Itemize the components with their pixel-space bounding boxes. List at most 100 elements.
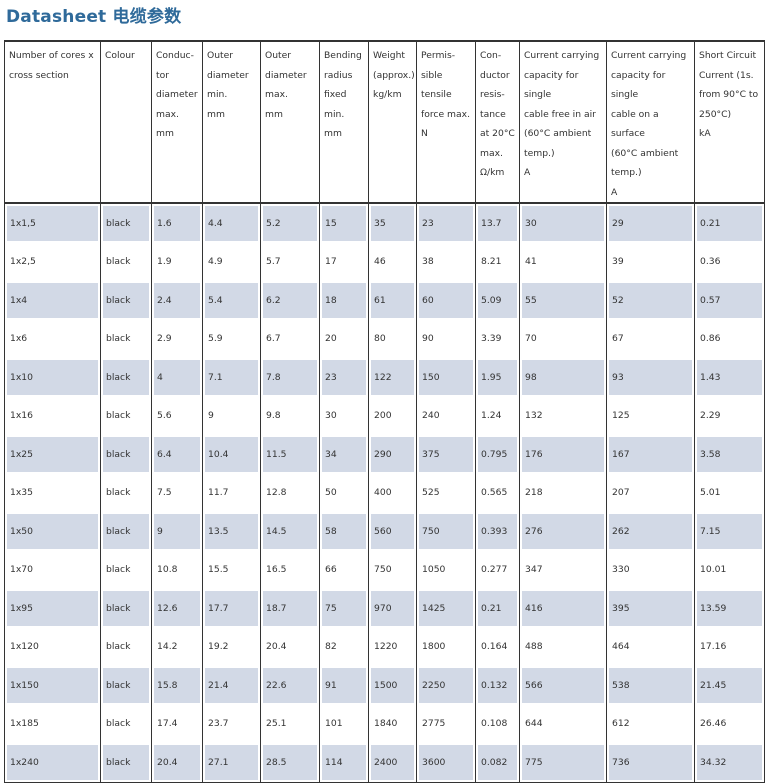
table-row: 1x2,5 black 1.9 4.9 5.7 17 46 38 8.21 41 39 0.36 <box>4 242 765 281</box>
cell-outer-diameter-min: 4.4 <box>202 203 261 243</box>
header-line: from 90°C to <box>699 89 759 100</box>
cell-colour: black <box>100 704 152 743</box>
header-line: Current carrying <box>524 50 600 61</box>
cell-conductor-diameter: 14.2 <box>151 627 203 666</box>
cell-colour: black <box>100 589 152 628</box>
cell-bending-radius: 17 <box>319 242 369 281</box>
cell-tensile-force: 750 <box>416 512 476 551</box>
cell-cores-cross-section: 1x95 <box>4 589 101 628</box>
header-line: Con- <box>480 50 502 61</box>
cell-weight: 290 <box>368 435 417 474</box>
cell-outer-diameter-max: 28.5 <box>260 743 320 783</box>
cell-weight: 61 <box>368 281 417 320</box>
cell-conductor-resistance: 1.95 <box>475 358 520 397</box>
header-line: A <box>524 167 531 178</box>
table-row: 1x4 black 2.4 5.4 6.2 18 61 60 5.09 55 52 0.57 <box>4 281 765 320</box>
cell-cores-cross-section: 1x240 <box>4 743 101 783</box>
cell-tensile-force: 60 <box>416 281 476 320</box>
header-row: Number of cores x cross section Colour Cond… <box>4 40 765 204</box>
cell-bending-radius: 82 <box>319 627 369 666</box>
header-conductor-resistance: Con-ductor resis-tance at 20°C max. Ω/km <box>475 40 520 204</box>
cell-current-free-air: 276 <box>519 512 607 551</box>
cell-bending-radius: 20 <box>319 319 369 358</box>
header-line: cross section <box>9 69 69 81</box>
cell-outer-diameter-max: 7.8 <box>260 358 320 397</box>
header-line: min. <box>324 108 345 120</box>
cell-outer-diameter-min: 13.5 <box>202 512 261 551</box>
header-line: Outer <box>207 50 234 61</box>
cell-current-surface: 538 <box>606 666 695 705</box>
cell-tensile-force: 1425 <box>416 589 476 628</box>
cell-weight: 400 <box>368 473 417 512</box>
cell-short-circuit-current: 0.57 <box>694 281 765 320</box>
header-line: 250°C) <box>699 108 732 120</box>
cell-current-surface: 93 <box>606 358 695 397</box>
cell-conductor-resistance: 8.21 <box>475 242 520 281</box>
cell-colour: black <box>100 627 152 666</box>
cell-outer-diameter-max: 11.5 <box>260 435 320 474</box>
cell-tensile-force: 38 <box>416 242 476 281</box>
cell-tensile-force: 23 <box>416 203 476 243</box>
cell-weight: 1220 <box>368 627 417 666</box>
cell-colour: black <box>100 281 152 320</box>
cell-tensile-force: 3600 <box>416 743 476 783</box>
table-row: 1x185 black 17.4 23.7 25.1 101 1840 2775 0.108 64… <box>4 704 765 743</box>
header-tensile-force: Permis-sible tensile force max. N <box>416 40 476 204</box>
header-line: kA <box>699 128 711 139</box>
cell-current-surface: 29 <box>606 203 695 243</box>
cell-outer-diameter-max: 18.7 <box>260 589 320 628</box>
cell-current-surface: 125 <box>606 396 695 435</box>
cell-short-circuit-current: 21.45 <box>694 666 765 705</box>
table-row: 1x150 black 15.8 21.4 22.6 91 1500 2250 0.132 566… <box>4 666 765 705</box>
cell-colour: black <box>100 203 152 243</box>
cell-outer-diameter-max: 20.4 <box>260 627 320 666</box>
table-row: 1x10 black 4 7.1 7.8 23 122 150 1.95 98 93 1.43 <box>4 358 765 397</box>
cell-cores-cross-section: 1x4 <box>4 281 101 320</box>
cell-current-surface: 167 <box>606 435 695 474</box>
cell-outer-diameter-min: 23.7 <box>202 704 261 743</box>
header-line: capacity for single <box>524 69 579 101</box>
cell-conductor-diameter: 6.4 <box>151 435 203 474</box>
header-line: Permis- <box>421 50 456 61</box>
cell-tensile-force: 1050 <box>416 550 476 589</box>
cell-current-free-air: 70 <box>519 319 607 358</box>
cell-current-free-air: 416 <box>519 589 607 628</box>
cell-cores-cross-section: 1x185 <box>4 704 101 743</box>
cell-conductor-resistance: 3.39 <box>475 319 520 358</box>
cell-weight: 2400 <box>368 743 417 783</box>
cell-conductor-diameter: 10.8 <box>151 550 203 589</box>
cell-conductor-diameter: 1.9 <box>151 242 203 281</box>
header-line: tensile <box>421 89 452 100</box>
cell-short-circuit-current: 26.46 <box>694 704 765 743</box>
cell-current-surface: 395 <box>606 589 695 628</box>
cell-weight: 122 <box>368 358 417 397</box>
cell-conductor-resistance: 0.164 <box>475 627 520 666</box>
header-line: mm <box>324 128 342 139</box>
cell-cores-cross-section: 1x70 <box>4 550 101 589</box>
cell-tensile-force: 2775 <box>416 704 476 743</box>
header-line: force max. <box>421 108 470 120</box>
cell-outer-diameter-min: 4.9 <box>202 242 261 281</box>
header-line: max. <box>480 147 503 159</box>
cell-current-free-air: 775 <box>519 743 607 783</box>
cell-bending-radius: 23 <box>319 358 369 397</box>
cell-weight: 560 <box>368 512 417 551</box>
cell-current-free-air: 55 <box>519 281 607 320</box>
cell-short-circuit-current: 5.01 <box>694 473 765 512</box>
cell-bending-radius: 114 <box>319 743 369 783</box>
header-line: min. <box>207 89 228 100</box>
cell-tensile-force: 2250 <box>416 666 476 705</box>
table-row: 1x35 black 7.5 11.7 12.8 50 400 525 0.565 218 207 5… <box>4 473 765 512</box>
cell-short-circuit-current: 13.59 <box>694 589 765 628</box>
table-row: 1x6 black 2.9 5.9 6.7 20 80 90 3.39 70 67 0.86 <box>4 319 765 358</box>
cell-short-circuit-current: 7.15 <box>694 512 765 551</box>
cell-short-circuit-current: 2.29 <box>694 396 765 435</box>
cell-bending-radius: 34 <box>319 435 369 474</box>
cell-bending-radius: 66 <box>319 550 369 589</box>
cell-conductor-diameter: 4 <box>151 358 203 397</box>
cell-colour: black <box>100 358 152 397</box>
cell-outer-diameter-max: 5.2 <box>260 203 320 243</box>
cell-bending-radius: 18 <box>319 281 369 320</box>
header-line: N <box>421 128 428 139</box>
header-line: Current carrying <box>611 50 687 61</box>
